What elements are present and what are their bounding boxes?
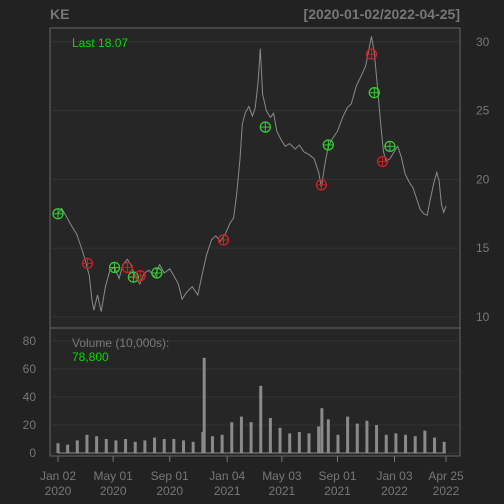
x-tick-label-date: Jan 04 [209, 469, 245, 483]
volume-bar [220, 434, 224, 453]
x-tick-label-date: Sep 01 [151, 469, 189, 483]
price-y-tick-label: 10 [476, 310, 490, 324]
sell-marker [376, 155, 389, 168]
volume-bar [365, 420, 369, 453]
volume-bar [278, 427, 282, 453]
x-tick-label-year: 2021 [269, 484, 296, 498]
volume-bar [355, 423, 359, 453]
buy-marker [322, 139, 334, 151]
volume-bar [404, 434, 408, 453]
volume-bar [143, 440, 147, 453]
x-tick-label-year: 2022 [381, 484, 408, 498]
volume-bar [384, 434, 388, 453]
volume-bar [268, 418, 272, 453]
price-y-axis: 10 15 20 25 30 [476, 35, 490, 324]
x-tick-label-date: Sep 01 [318, 469, 356, 483]
volume-y-tick-label: 20 [23, 418, 37, 432]
volume-last-value: 78,800 [72, 350, 109, 364]
volume-bar [442, 441, 446, 453]
x-tick-label-year: 2020 [156, 484, 183, 498]
sell-marker [217, 234, 230, 246]
volume-bar [104, 439, 108, 453]
trade-markers [52, 48, 396, 283]
volume-panel [49, 327, 461, 457]
volume-y-tick-label: 40 [23, 390, 37, 404]
volume-bar [239, 416, 243, 453]
volume-y-tick-label: 80 [23, 334, 37, 348]
sell-marker [134, 270, 146, 282]
price-gridlines [51, 41, 459, 318]
volume-bar [153, 437, 157, 453]
volume-bar [259, 385, 263, 453]
volume-bar [394, 433, 398, 453]
price-y-tick-label: 20 [476, 172, 490, 186]
x-tick-label-year: 2021 [214, 484, 241, 498]
x-tick-label-date: Jan 03 [376, 469, 412, 483]
price-y-tick-label: 30 [476, 35, 490, 49]
chart-symbol: KE [50, 6, 69, 22]
chart-date-range: [2020-01-02/2022-04-25] [304, 6, 460, 22]
x-tick-label-date: Jan 02 [40, 469, 76, 483]
buy-marker [127, 271, 140, 283]
volume-bar [114, 440, 118, 453]
volume-bar [336, 434, 340, 453]
buy-marker [151, 267, 163, 279]
volume-bar [249, 422, 253, 453]
volume-bar [307, 433, 311, 453]
volume-bar [191, 441, 195, 453]
volume-bar [85, 434, 89, 453]
x-tick-label-date: May 03 [262, 469, 302, 483]
volume-bar [66, 444, 70, 453]
volume-bar [326, 419, 330, 453]
volume-bars [56, 357, 446, 454]
volume-bar [124, 439, 128, 453]
sell-marker [315, 179, 328, 191]
volume-y-tick-label: 0 [29, 446, 36, 460]
volume-bar [133, 441, 137, 453]
volume-bar [75, 440, 79, 453]
volume-bar [375, 425, 379, 453]
volume-bar [288, 433, 292, 453]
volume-bar [202, 357, 206, 453]
sell-marker [121, 261, 134, 274]
volume-bar [320, 408, 324, 453]
volume-bar [413, 436, 417, 453]
volume-y-axis: 0 20 40 60 80 [23, 334, 37, 460]
x-tick-label-year: 2021 [324, 484, 351, 498]
volume-bar [423, 430, 427, 453]
sell-marker [81, 257, 94, 269]
buy-marker [108, 261, 121, 274]
price-series-line [57, 36, 447, 312]
last-price-annotation: Last 18.07 [72, 36, 128, 50]
buy-marker [368, 87, 380, 99]
sell-marker [365, 48, 378, 60]
volume-bar [162, 439, 166, 453]
price-y-tick-label: 25 [476, 104, 490, 118]
volume-y-tick-label: 60 [23, 362, 37, 376]
x-tick-label-year: 2020 [100, 484, 127, 498]
volume-bar [230, 422, 234, 453]
volume-label: Volume (10,000s): [72, 336, 169, 350]
volume-bar [172, 439, 176, 453]
x-tick-label-year: 2020 [45, 484, 72, 498]
x-tick-label-date: May 01 [93, 469, 133, 483]
buy-marker [384, 140, 396, 152]
buy-marker [259, 121, 271, 133]
volume-bar [317, 426, 321, 453]
price-y-tick-label: 15 [476, 241, 490, 255]
volume-bar [56, 443, 60, 453]
x-tick-label-date: Apr 25 [428, 469, 464, 483]
volume-bar [182, 440, 186, 453]
volume-bar [95, 436, 99, 453]
volume-bar [297, 432, 301, 453]
x-tick-label-year: 2022 [433, 484, 460, 498]
buy-marker [52, 208, 64, 220]
volume-bar [210, 436, 214, 453]
price-panel [49, 27, 461, 329]
volume-bar [346, 416, 350, 453]
volume-bar [433, 437, 437, 453]
